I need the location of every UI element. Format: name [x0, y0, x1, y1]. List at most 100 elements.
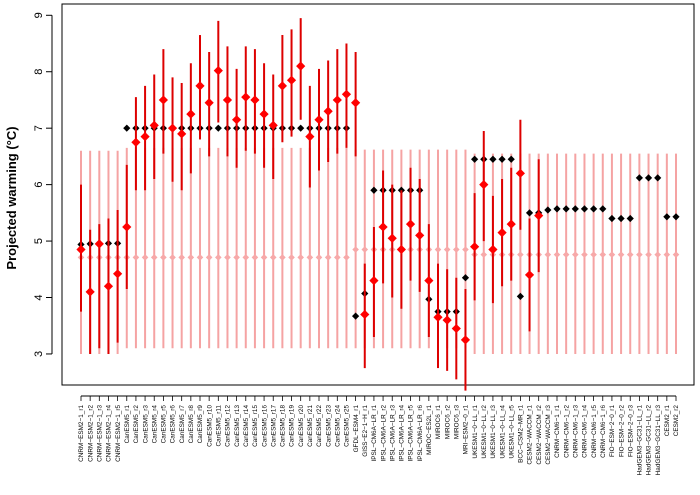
model-point	[580, 205, 589, 213]
x-tick-label: CanESM5_r13	[234, 405, 241, 447]
x-tick-label: MIROC6_r1	[435, 405, 442, 440]
x-axis: CNRM−ESM2−1_r1 CNRM−ESM2−1_r2 CNRM−ESM2−1_…	[78, 395, 680, 476]
prior-point	[453, 246, 460, 253]
prior-point	[572, 251, 579, 258]
model-point	[663, 213, 671, 221]
constrained-range-layer	[76, 18, 544, 391]
constrained-point	[524, 270, 535, 280]
model-point	[352, 312, 360, 320]
x-tick-label: IPSL−CM6A−LR_r4	[399, 405, 406, 462]
constrained-point	[167, 123, 178, 133]
prior-point	[324, 254, 332, 261]
constrained-point	[396, 244, 406, 255]
prior-point	[672, 251, 680, 258]
prior-point	[544, 251, 552, 258]
model-point	[571, 205, 579, 213]
constrained-point	[296, 61, 306, 71]
prior-point	[160, 254, 167, 261]
prior-point	[352, 246, 359, 253]
model-point	[461, 274, 470, 282]
x-tick-label: CanESM5_r8	[188, 405, 195, 444]
y-tick-label: 3	[33, 351, 45, 357]
prior-point	[205, 254, 213, 261]
constrained-point	[259, 109, 269, 119]
prior-point	[654, 251, 661, 258]
prior-point	[279, 254, 286, 261]
prior-point	[636, 251, 643, 258]
prior-point	[599, 251, 607, 258]
x-tick-label: CanESM5_r5	[161, 405, 168, 444]
plot-frame	[61, 3, 695, 386]
x-tick-label: IPSL−CM6A−LR_r6	[417, 405, 424, 462]
model-point	[654, 174, 662, 182]
prior-point	[626, 251, 634, 258]
constrained-point	[232, 115, 242, 125]
x-tick-label: FIO−ESM−2−0_r3	[627, 405, 634, 457]
constrained-point	[113, 269, 123, 279]
prior-point	[233, 254, 240, 261]
constrained-point	[177, 129, 187, 139]
prior-point	[590, 251, 597, 258]
constrained-point	[332, 95, 342, 105]
constrained-point	[497, 228, 507, 238]
constrained-point	[286, 75, 297, 85]
x-tick-label: CanESM5_r17	[270, 405, 277, 447]
prior-point	[334, 254, 341, 261]
constrained-point	[314, 115, 324, 125]
x-tick-label: MIROC−ES2L_r1	[426, 405, 433, 455]
x-tick-label: HadGEM3−GC31−LL_r1	[637, 405, 644, 476]
prior-point	[150, 254, 158, 261]
prior-point	[169, 254, 176, 261]
y-axis: 3 4 5 6 7 8 9	[33, 12, 53, 357]
constrained-point	[415, 230, 425, 241]
prior-point	[187, 254, 195, 261]
model-value-layer	[77, 124, 680, 320]
x-tick-label: CanESM5_r9	[197, 405, 204, 444]
x-tick-label: CNRM−CM6−1_r5	[591, 405, 598, 458]
prior-point	[361, 246, 369, 253]
constrained-point	[149, 120, 159, 130]
x-tick-label: HadGEM3−GC31−LL_r3	[655, 405, 662, 476]
constrained-point	[186, 109, 196, 119]
constrained-point	[451, 323, 461, 334]
prior-point	[608, 251, 616, 258]
prior-point	[443, 246, 451, 253]
constrained-point	[360, 309, 370, 320]
model-point	[626, 214, 634, 223]
constrained-point	[277, 81, 287, 91]
constrained-point	[387, 233, 397, 243]
prior-point	[517, 251, 524, 258]
y-tick-label: 4	[33, 294, 45, 300]
prior-point	[617, 251, 625, 258]
x-tick-label: CanESM5_r3	[142, 405, 149, 444]
x-tick-label: CanESM5_r18	[280, 405, 287, 447]
x-tick-label: CanESM5_r15	[252, 405, 259, 447]
x-tick-label: GISS−E2−1−H_r1	[362, 405, 369, 457]
constrained-point	[488, 244, 498, 255]
prior-range-layer	[77, 147, 680, 354]
x-tick-label: CNRM−ESM2−1_r4	[106, 405, 113, 462]
prior-point	[141, 254, 149, 261]
constrained-point	[268, 120, 278, 130]
model-point	[599, 205, 607, 213]
prior-point	[562, 251, 570, 258]
x-tick-label: IPSL−CM6A−LR_r2	[380, 405, 387, 462]
x-tick-label: CNRM−ESM2−1_r1	[78, 405, 85, 462]
x-tick-label: IPSL−CM6A−LR_r1	[371, 405, 378, 462]
constrained-point	[442, 315, 452, 325]
model-point	[525, 209, 534, 217]
x-tick-label: IPSL−CM6A−LR_r3	[389, 405, 396, 462]
model-point	[544, 206, 552, 214]
prior-point	[462, 246, 469, 253]
prior-point	[645, 251, 652, 258]
constrained-point	[470, 242, 480, 252]
model-point	[370, 186, 378, 194]
model-point	[297, 124, 305, 132]
prior-point	[581, 251, 588, 258]
prior-point	[260, 254, 268, 261]
constrained-point	[305, 132, 315, 142]
constrained-point	[341, 89, 352, 99]
prior-point	[215, 254, 222, 261]
x-tick-label: CanESM5_r4	[151, 405, 158, 444]
